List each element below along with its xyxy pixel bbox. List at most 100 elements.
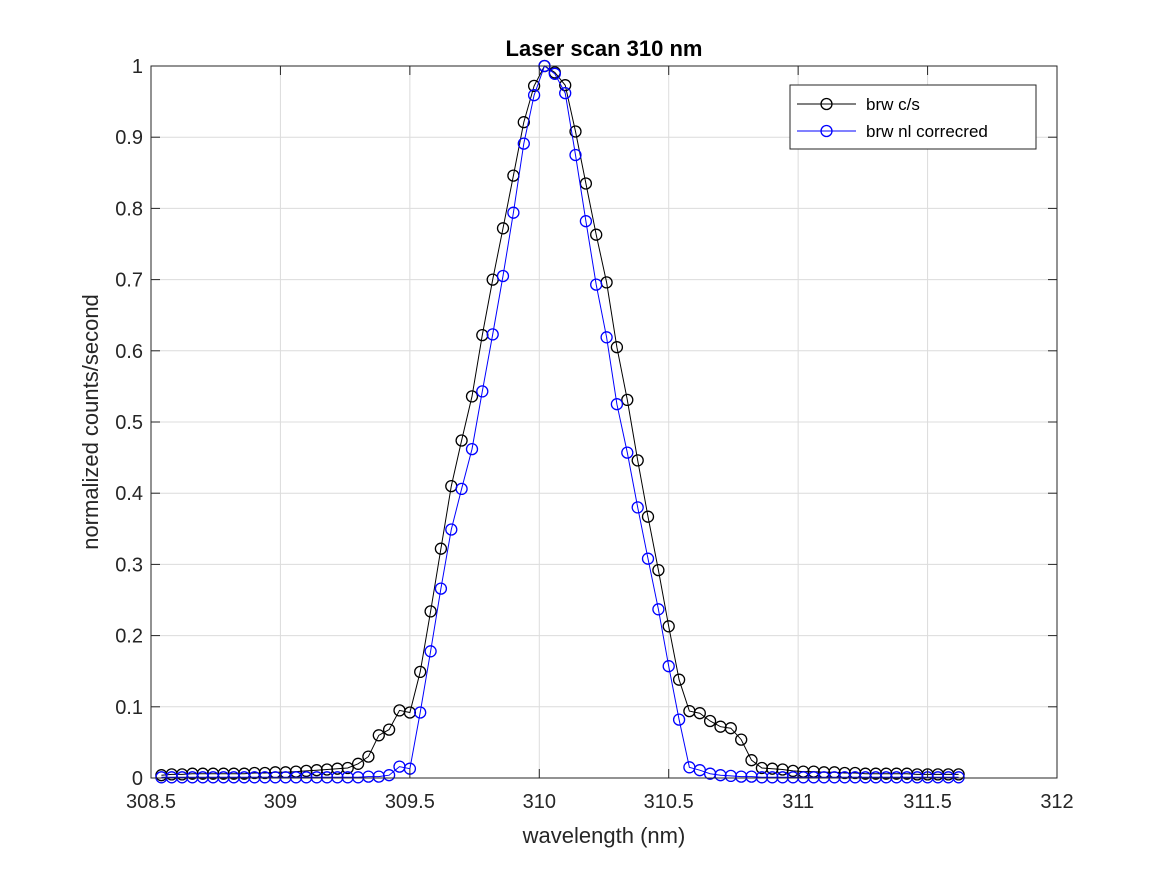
x-tick-label: 309 — [264, 791, 297, 813]
data-point — [631, 501, 644, 514]
data-point — [351, 771, 365, 784]
axis-ticks — [150, 65, 1058, 779]
data-point — [569, 148, 582, 162]
data-point — [196, 771, 209, 784]
data-point — [672, 713, 686, 726]
series-line — [161, 65, 959, 778]
x-tick-labels: 308.5 309 309.5 310 310.5 311 311.5 312 — [126, 791, 1074, 813]
data-point — [610, 341, 624, 354]
y-tick-label: 0.8 — [115, 198, 143, 220]
data-point — [714, 769, 727, 782]
data-point — [703, 714, 717, 728]
x-axis-title: wavelength (nm) — [522, 823, 686, 848]
data-point — [331, 762, 344, 775]
data-point — [351, 757, 365, 770]
data-point — [900, 771, 914, 784]
data-point — [662, 620, 675, 633]
data-point — [310, 771, 323, 784]
data-point — [217, 771, 230, 784]
y-tick-label: 0.4 — [115, 483, 143, 505]
y-tick-label: 0.2 — [115, 626, 143, 648]
data-point — [735, 733, 748, 746]
data-point — [155, 771, 168, 784]
data-point — [641, 552, 655, 565]
data-point — [517, 116, 530, 129]
data-point — [631, 454, 644, 467]
x-tick-label: 309.5 — [385, 791, 435, 813]
data-point — [559, 79, 572, 92]
data-point — [175, 771, 189, 784]
y-tick-label: 0.9 — [115, 127, 143, 149]
data-point — [745, 754, 758, 767]
data-point — [382, 769, 396, 782]
data-point — [434, 582, 448, 595]
legend-entries: brw c/s brw nl correcred — [797, 95, 988, 141]
y-tick-label: 0 — [132, 768, 143, 790]
data-point — [455, 482, 468, 496]
data-point — [807, 771, 820, 784]
legend: brw c/s brw nl correcred — [789, 84, 1037, 150]
data-point — [569, 125, 582, 138]
data-point — [952, 771, 965, 784]
data-point — [527, 89, 541, 102]
data-point — [455, 434, 468, 447]
data-point — [590, 228, 603, 241]
x-tick-label: 308.5 — [126, 791, 176, 813]
data-point — [880, 771, 893, 784]
y-tick-label: 1 — [132, 56, 143, 78]
legend-marker — [820, 124, 833, 138]
x-tick-label: 311 — [782, 791, 814, 813]
data-point — [403, 706, 417, 719]
y-tick-label: 0.5 — [115, 412, 143, 434]
data-point — [434, 542, 448, 555]
data-point — [693, 707, 706, 720]
data-point — [621, 393, 634, 407]
y-axis-title: normalized counts/second — [78, 294, 103, 550]
data-point — [600, 331, 613, 344]
data-point — [610, 398, 624, 411]
chart-title: Laser scan 310 nm — [506, 36, 703, 61]
data-point — [465, 442, 479, 456]
data-point — [724, 722, 737, 735]
legend-box — [789, 84, 1037, 150]
data-point — [414, 706, 427, 719]
x-tick-label: 310 — [523, 791, 556, 813]
y-tick-label: 0.1 — [115, 697, 143, 719]
data-point — [310, 764, 323, 777]
data-point — [652, 563, 665, 577]
data-point — [662, 660, 675, 673]
legend-marker — [820, 97, 833, 111]
data-point — [548, 67, 561, 80]
data-point — [414, 665, 427, 679]
data-point — [735, 770, 748, 783]
data-point — [424, 605, 437, 618]
data-point — [445, 523, 458, 536]
data-point — [496, 222, 510, 235]
data-point — [828, 771, 841, 784]
legend-label: brw nl correcred — [866, 122, 988, 141]
data-point — [476, 385, 489, 398]
legend-label: brw c/s — [866, 95, 920, 114]
data-point — [362, 750, 375, 763]
data-point — [621, 446, 634, 459]
data-point — [465, 390, 479, 403]
data-point — [517, 137, 530, 150]
data-point — [382, 723, 396, 736]
data-point — [341, 761, 354, 775]
data-point — [590, 278, 603, 291]
data-point — [848, 771, 862, 784]
data-point — [507, 206, 520, 219]
y-tick-labels: 0 0.1 0.2 0.3 0.4 0.5 0.6 0.7 0.8 0.9 1 — [115, 56, 143, 790]
data-point — [486, 328, 499, 341]
x-tick-label: 312 — [1040, 791, 1073, 813]
data-point — [641, 510, 655, 523]
x-tick-label: 311.5 — [903, 791, 952, 813]
y-tick-label: 0.6 — [115, 341, 143, 363]
y-tick-label: 0.3 — [115, 554, 143, 576]
data-point — [238, 771, 251, 784]
data-point — [496, 269, 510, 283]
x-tick-label: 310.5 — [644, 791, 694, 813]
data-point — [579, 215, 593, 228]
